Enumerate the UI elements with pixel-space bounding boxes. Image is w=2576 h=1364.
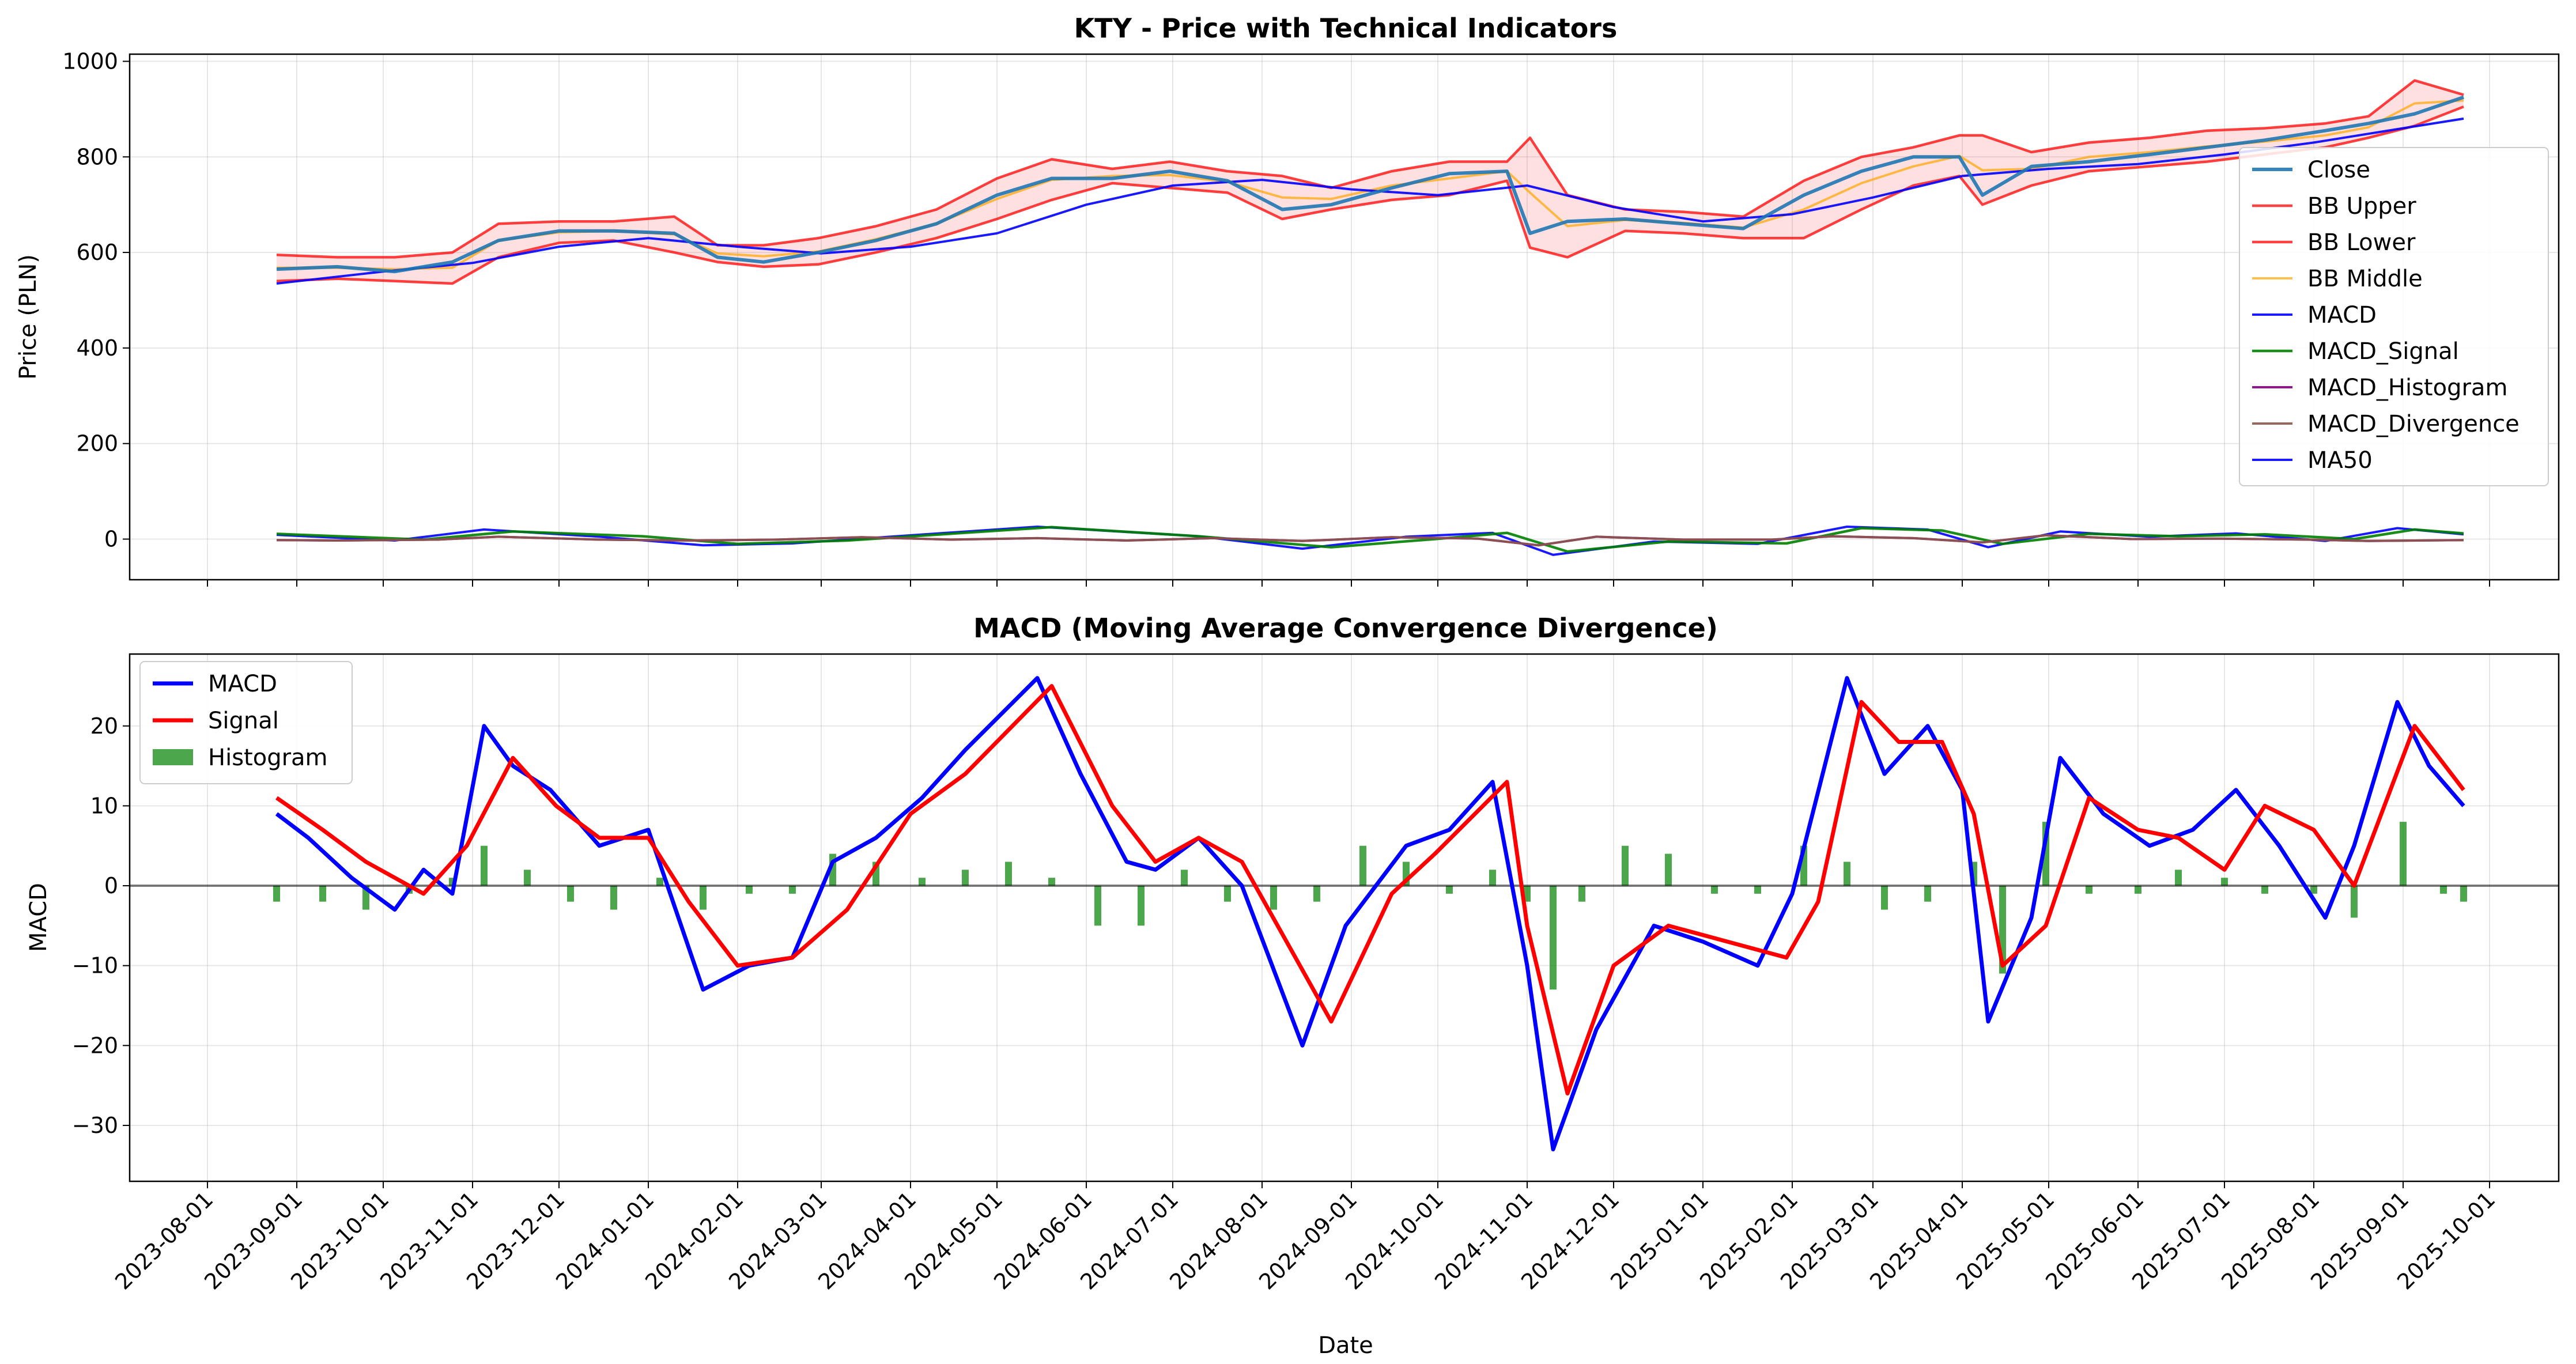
series-line-close (276, 95, 2464, 274)
bollinger-band-fill (277, 80, 2464, 284)
histogram-bar (1313, 886, 1320, 902)
histogram-bar (919, 878, 926, 886)
histogram-bar (1489, 870, 1496, 886)
histogram-bar (2351, 886, 2358, 918)
histogram-bar (656, 878, 663, 886)
histogram-bar (1359, 845, 1366, 886)
macd-y-tick-label: 0 (104, 873, 118, 898)
histogram-bar (2221, 878, 2228, 886)
histogram-bar (1578, 886, 1585, 902)
price-y-tick-label: 800 (76, 144, 118, 169)
legend-label-macd: MACD (2307, 302, 2377, 328)
macd-y-tick-label: −20 (72, 1033, 118, 1058)
price-y-tick-label: 0 (104, 527, 118, 552)
histogram-bar (1270, 886, 1277, 910)
histogram-bar (273, 886, 280, 902)
histogram-bar (700, 886, 707, 910)
macd-y-tick-label: −10 (72, 953, 118, 978)
histogram-bar (1881, 886, 1888, 910)
series-line-bb-upper (276, 79, 2464, 259)
macd-panel-y-ticks: −30 −20 −10 0 10 20 (72, 713, 130, 1138)
histogram-bar (1924, 886, 1931, 902)
histogram-bar (481, 845, 488, 886)
macd-panel-legend: MACD Signal Histogram (139, 661, 353, 784)
legend-swatch-histogram (153, 749, 193, 765)
histogram-bar (1665, 853, 1672, 886)
legend-label-macd-divergence: MACD_Divergence (2307, 411, 2520, 437)
legend-label-bb-middle: BB Middle (2307, 266, 2423, 292)
legend-label-bb-lower: BB Lower (2307, 229, 2416, 256)
histogram-bar (610, 886, 617, 910)
price-panel-x-ticks (207, 580, 2490, 587)
macd-panel-x-label: Date (1318, 1332, 1373, 1359)
macd-y-tick-label: −30 (72, 1113, 118, 1138)
price-panel-y-ticks: 0 200 400 600 800 1000 (62, 48, 130, 552)
series-line-ma50 (276, 117, 2464, 285)
series-line-bb-lower (276, 105, 2464, 285)
price-y-tick-label: 600 (76, 240, 118, 265)
histogram-bar (1094, 886, 1101, 926)
series-line-signal (275, 684, 2465, 1095)
legend-label-signal: Signal (208, 708, 279, 734)
legend-label-bb-upper: BB Upper (2307, 193, 2416, 220)
histogram-bar (319, 886, 326, 902)
legend-label-close: Close (2307, 157, 2370, 183)
legend-label-histogram: Histogram (208, 745, 328, 771)
histogram-bar (1048, 878, 1055, 886)
histogram-bar (2440, 886, 2447, 894)
histogram-bar (962, 870, 969, 886)
histogram-bar (524, 870, 531, 886)
price-panel-frame (129, 53, 2560, 581)
histogram-bar (1446, 886, 1453, 894)
bollinger-band-area (277, 80, 2464, 284)
histogram-bar (789, 886, 796, 894)
histogram-bar (1181, 870, 1188, 886)
histogram-bar (1622, 845, 1629, 886)
histogram-bar (2400, 822, 2407, 886)
legend-label-macd-signal: MACD_Signal (2307, 338, 2459, 365)
histogram-bar (2086, 886, 2092, 894)
price-y-tick-label: 1000 (62, 48, 118, 74)
histogram-bar (1844, 862, 1850, 886)
histogram-bar (1524, 886, 1531, 902)
histogram-bar (1138, 886, 1145, 926)
price-legend-box (2239, 147, 2549, 486)
histogram-bar (2310, 886, 2317, 894)
price-y-tick-label: 200 (76, 431, 118, 456)
legend-label-macd: MACD (208, 671, 277, 697)
histogram-bar (1711, 886, 1718, 894)
histogram-bar (1754, 886, 1761, 894)
histogram-bar (567, 886, 574, 902)
macd-panel-frame (129, 653, 2560, 1182)
histogram-bar (1005, 862, 1012, 886)
histogram-bar (2460, 886, 2467, 902)
histogram-bar (2175, 870, 2182, 886)
histogram-bar (1224, 886, 1231, 902)
histogram-bar (1550, 886, 1557, 990)
legend-label-macd-histogram: MACD_Histogram (2307, 375, 2507, 401)
series-line-macd-divergence (276, 534, 2464, 547)
price-panel-y-label: Price (PLN) (15, 254, 41, 380)
histogram-bar (2135, 886, 2141, 894)
macd-y-tick-label: 10 (90, 793, 118, 818)
macd-panel-series (275, 676, 2465, 1151)
macd-panel-y-label: MACD (25, 883, 52, 952)
histogram-bar (2261, 886, 2268, 894)
macd-y-tick-label: 20 (90, 713, 118, 739)
price-panel: KTY - Price with Technical Indicators 0 2… (15, 13, 2560, 587)
price-y-tick-label: 400 (76, 335, 118, 361)
price-panel-series (276, 79, 2464, 556)
macd-panel-grid (130, 654, 2559, 1181)
histogram-bar (746, 886, 753, 894)
price-panel-title: KTY - Price with Technical Indicators (1074, 13, 1618, 44)
price-panel-legend: Close BB Upper BB Lower BB Middle MACD MACD_S… (2239, 147, 2549, 486)
macd-panel-title: MACD (Moving Average Convergence Diverge… (973, 613, 1718, 644)
legend-label-ma50: MA50 (2307, 447, 2373, 474)
